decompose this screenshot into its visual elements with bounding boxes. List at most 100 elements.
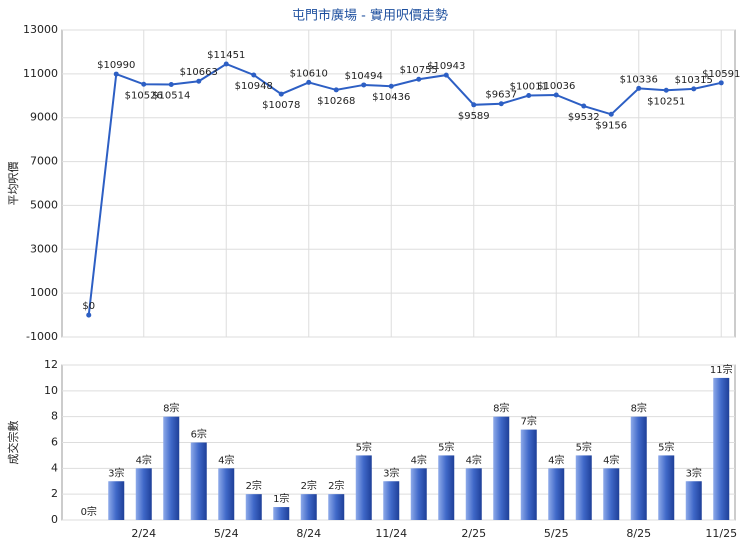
bar xyxy=(135,468,152,520)
bar xyxy=(493,416,510,520)
bar xyxy=(548,468,565,520)
y-tick-label: 6 xyxy=(51,436,58,449)
value-label: $10943 xyxy=(427,61,465,72)
x-tick-label: 8/24 xyxy=(296,527,321,540)
bar xyxy=(163,416,180,520)
bar xyxy=(438,455,455,520)
line xyxy=(87,62,722,316)
value-label: $10268 xyxy=(317,96,355,107)
marker xyxy=(86,312,92,318)
value-label: $10526 xyxy=(125,90,163,101)
value-label: $10036 xyxy=(537,81,575,92)
value-label: 0宗 xyxy=(81,505,97,518)
value-label: $9589 xyxy=(458,111,490,122)
bar xyxy=(218,468,235,520)
bar xyxy=(300,494,317,520)
bar xyxy=(658,455,675,520)
marker xyxy=(718,80,724,86)
value-label: 4宗 xyxy=(136,453,152,466)
plot-area xyxy=(61,29,736,338)
marker xyxy=(388,83,394,89)
value-label: $9637 xyxy=(485,90,517,101)
x-tick-label: 11/25 xyxy=(705,527,737,540)
marker xyxy=(636,85,642,91)
marker xyxy=(691,86,697,92)
y-tick-label: 8 xyxy=(51,410,58,423)
value-label: 8宗 xyxy=(631,402,647,415)
marker xyxy=(306,79,312,85)
bar xyxy=(575,455,592,520)
bar xyxy=(520,429,537,520)
marker xyxy=(471,102,477,108)
y-tick-label: 2 xyxy=(51,487,58,500)
y-axis-label: 平均呎價 xyxy=(6,162,20,206)
y-tick-label: 4 xyxy=(51,461,58,474)
value-label: 2宗 xyxy=(246,479,262,492)
value-label: $10336 xyxy=(620,74,658,85)
bar xyxy=(713,377,730,520)
value-label: 4宗 xyxy=(218,453,234,466)
bar xyxy=(410,468,427,520)
value-label: 4宗 xyxy=(603,453,619,466)
marker xyxy=(223,61,229,67)
value-label: 5宗 xyxy=(356,440,372,453)
marker xyxy=(278,91,284,97)
marker xyxy=(251,72,257,78)
x-tick-label: 5/24 xyxy=(214,527,239,540)
x-tick-label: 2/24 xyxy=(131,527,156,540)
bar xyxy=(603,468,620,520)
bar xyxy=(630,416,647,520)
y-tick-label: 11000 xyxy=(23,67,58,80)
bar xyxy=(465,468,482,520)
value-label: 3宗 xyxy=(383,466,399,479)
value-label: 5宗 xyxy=(658,440,674,453)
y-tick-label: 10 xyxy=(44,384,58,397)
marker xyxy=(416,76,422,82)
marker xyxy=(581,103,587,109)
marker xyxy=(663,87,669,93)
marker xyxy=(113,71,119,77)
marker xyxy=(608,111,614,117)
value-label: 11宗 xyxy=(710,363,733,376)
value-label: $10755 xyxy=(400,65,438,76)
value-label: 7宗 xyxy=(521,415,537,428)
marker xyxy=(498,101,504,107)
marker xyxy=(168,82,174,88)
bar xyxy=(685,481,702,520)
value-label: $10011 xyxy=(510,82,548,93)
x-tick-label: 8/25 xyxy=(626,527,651,540)
value-label: 5宗 xyxy=(576,440,592,453)
value-label: $10990 xyxy=(97,60,135,71)
x-tick-label: 11/24 xyxy=(375,527,407,540)
value-label: $0 xyxy=(82,301,95,312)
value-label: $10948 xyxy=(235,81,273,92)
marker xyxy=(443,72,449,78)
chart-title: 屯門市廣場 - 實用呎價走勢 xyxy=(292,8,448,24)
value-label: $9532 xyxy=(568,112,600,123)
y-tick-label: 3000 xyxy=(30,242,58,255)
value-label: 3宗 xyxy=(108,466,124,479)
y-tick-label: 13000 xyxy=(23,23,58,36)
y-tick-label: 7000 xyxy=(30,155,58,168)
y-tick-label: 1000 xyxy=(30,286,58,299)
marker xyxy=(526,93,532,99)
y-tick-label: 12 xyxy=(44,358,58,371)
value-label: $10315 xyxy=(675,75,713,86)
bar xyxy=(383,481,400,520)
value-label: 2宗 xyxy=(328,479,344,492)
value-label: $9156 xyxy=(595,120,627,131)
x-tick-label: 2/25 xyxy=(461,527,486,540)
value-label: $10494 xyxy=(345,71,383,82)
bar xyxy=(108,481,125,520)
value-label: 4宗 xyxy=(411,453,427,466)
value-label: 2宗 xyxy=(301,479,317,492)
bar xyxy=(328,494,345,520)
value-label: 4宗 xyxy=(466,453,482,466)
y-tick-label: 9000 xyxy=(30,111,58,124)
value-label: $10078 xyxy=(262,100,300,111)
bar xyxy=(355,455,372,520)
value-label: $10610 xyxy=(290,68,328,79)
y-tick-label: 0 xyxy=(51,513,58,526)
value-label: 8宗 xyxy=(163,402,179,415)
value-label: $10436 xyxy=(372,92,410,103)
